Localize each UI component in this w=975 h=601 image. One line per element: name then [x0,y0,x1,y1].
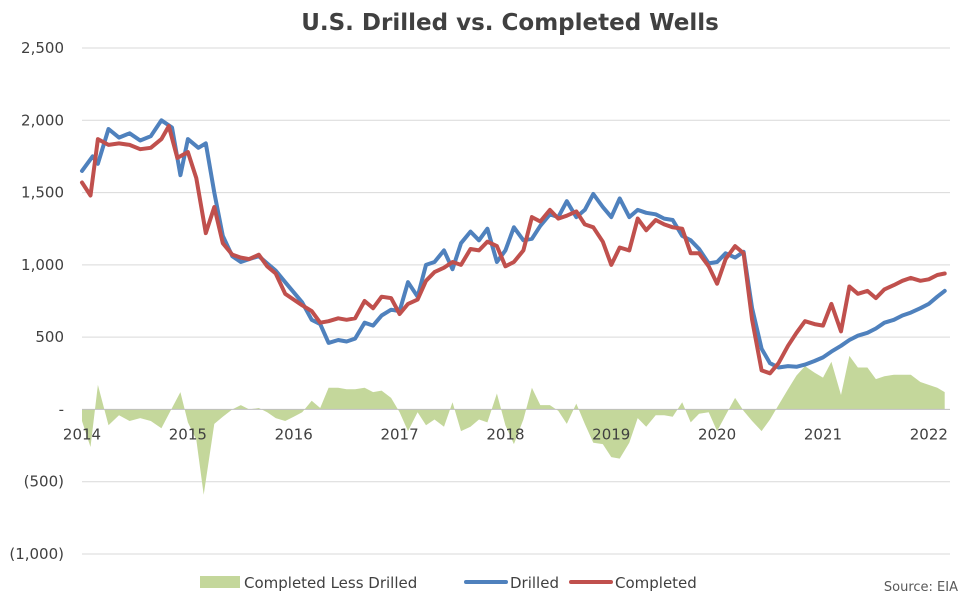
y-tick-label: 500 [35,328,64,346]
legend-label-completed: Completed [615,574,697,592]
x-tick-label: 2020 [698,425,736,443]
y-tick-label: (500) [24,473,64,491]
completed-less-drilled-area [82,355,945,495]
completed-line [80,124,947,376]
legend-label-drilled: Drilled [510,574,559,592]
legend-label-completed-less-drilled: Completed Less Drilled [244,574,417,592]
legend: Completed Less Drilled Drilled Completed [200,574,697,592]
x-tick-label: 2021 [804,425,842,443]
x-tick-label: 2019 [592,425,630,443]
gridlines [82,47,950,555]
x-tick-label: 2016 [275,425,313,443]
x-axis-tick-labels: 2014 2015 2016 2017 2018 2019 2020 2021 2022 [63,425,948,443]
x-tick-label: 2018 [486,425,524,443]
source-note: Source: EIA [884,580,958,595]
completed-less-drilled-area-layer [82,355,945,495]
y-tick-label: 2,500 [21,39,64,57]
y-tick-label: 2,000 [21,111,64,129]
y-axis-tick-labels: 2,500 2,000 1,500 1,000 500 - (500) (1,000) [9,39,64,563]
chart-title: U.S. Drilled vs. Completed Wells [301,10,719,36]
x-tick-label: 2014 [63,425,101,443]
y-tick-label: - [59,400,64,418]
legend-swatch-completed-less-drilled [200,576,240,588]
x-tick-label: 2017 [380,425,418,443]
x-tick-label: 2015 [169,425,207,443]
line-series-layer [80,118,947,376]
y-tick-label: (1,000) [9,545,64,563]
drilled-line [80,118,947,370]
y-tick-label: 1,000 [21,256,64,274]
y-tick-label: 1,500 [21,184,64,202]
x-tick-label: 2022 [910,425,948,443]
